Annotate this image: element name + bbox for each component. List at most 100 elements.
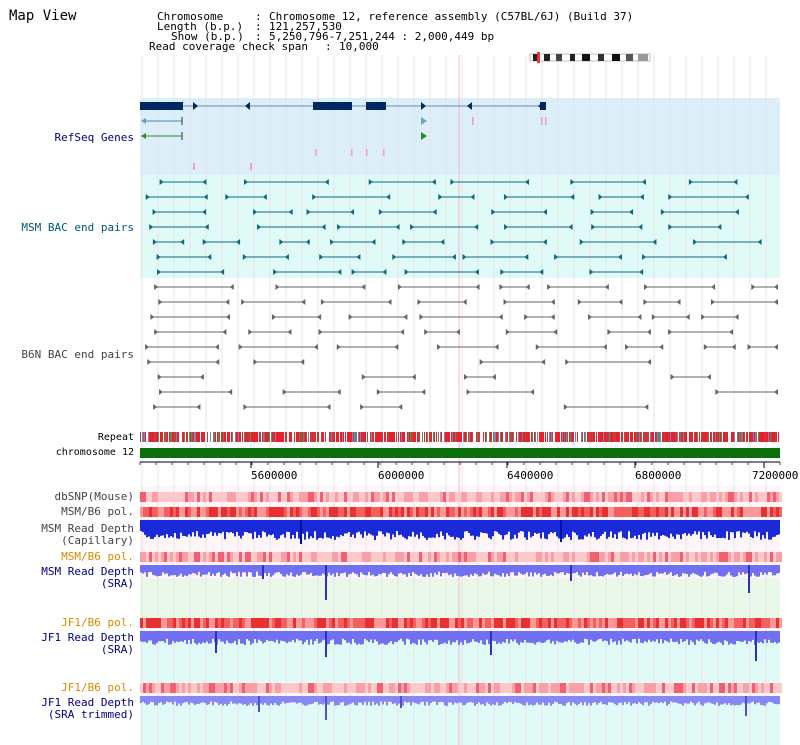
repeat-mark [483,432,484,442]
read-depth-bar [540,565,542,577]
polymorphism-cell [452,618,455,628]
track-label-chromosome[interactable]: chromosome 12 [55,447,134,458]
read-depth-bar [436,520,438,534]
polymorphism-cell [440,683,443,693]
read-depth-bar [664,696,666,702]
track-label-msm-b6-pol-1[interactable]: MSM/B6 pol. [61,505,134,518]
polymorphism-cell [779,507,782,517]
read-depth-bar [206,565,208,575]
read-depth-bar [418,520,420,539]
read-depth-bar [176,520,178,539]
read-depth-bar [348,520,350,533]
repeat-mark [313,432,314,442]
polymorphism-cell [380,507,383,517]
read-depth-bar [174,631,176,643]
read-depth-bar [232,565,234,574]
polymorphism-cell [593,683,596,693]
polymorphism-cell [179,507,182,517]
read-depth-bar [444,565,446,574]
track-label-msm-depth-capillary[interactable]: MSM Read Depth [41,522,134,535]
repeat-mark [516,432,517,442]
read-depth-bar [202,631,204,643]
track-label-msm-depth-sra[interactable]: MSM Read Depth [41,565,134,578]
repeat-mark [192,432,193,442]
track-label-jf1-depth-trimmed[interactable]: JF1 Read Depth [41,696,134,709]
read-depth-bar [162,520,164,536]
read-depth-bar [520,565,522,574]
track-label-msm-b6-pol-2[interactable]: MSM/B6 pol. [61,550,134,563]
track-label-jf1-depth-sra[interactable]: JF1 Read Depth [41,631,134,644]
read-depth-bar [170,696,172,703]
read-depth-bar [342,696,344,703]
polymorphism-cell [656,492,659,502]
polymorphism-cell [581,618,584,628]
read-depth-bar [256,520,258,539]
read-depth-bar [758,520,760,533]
msm-bac-pair-end [253,209,258,215]
polymorphism-cell [365,552,368,562]
repeat-mark [487,432,488,442]
polymorphism-cell [281,507,284,517]
read-depth-bar [504,520,506,536]
repeat-mark [655,432,656,442]
read-depth-bar [358,696,360,703]
read-depth-bar [286,631,288,644]
repeat-mark [300,432,301,442]
repeat-mark [520,432,521,442]
read-depth-bar [574,631,576,643]
repeat-mark [771,432,772,442]
read-depth-bar [222,565,224,575]
polymorphism-cell [764,507,767,517]
repeat-mark [392,432,393,442]
track-label-refseq-genes[interactable]: RefSeq Genes [54,131,134,144]
track-label-jf1-b6-pol-1[interactable]: JF1/B6 pol. [61,616,134,629]
polymorphism-cell [542,552,545,562]
repeat-mark [273,432,274,442]
polymorphism-cell [155,683,158,693]
read-depth-bar [206,631,208,642]
read-depth-bar [294,520,296,539]
track-label-dbsnp[interactable]: dbSNP(Mouse) [54,490,134,503]
read-depth-bar [548,520,550,535]
read-depth-bar [304,565,306,573]
chromosome-bar [140,448,780,458]
polymorphism-cell [155,618,158,628]
b6n-bac-pair-end [774,344,778,350]
repeat-mark [462,432,463,442]
polymorphism-cell [689,492,692,502]
repeat-mark [228,432,229,442]
polymorphism-cell [266,552,269,562]
read-depth-bar [558,520,560,539]
polymorphism-cell [428,552,431,562]
read-depth-bar [652,520,654,533]
read-depth-bar [358,520,360,532]
read-depth-spike [262,565,264,579]
read-depth-bar [322,631,324,641]
read-depth-bar [336,565,338,573]
read-depth-bar [776,520,778,536]
repeat-mark [746,432,747,442]
repeat-mark [643,432,644,442]
track-label-msm-bac-end-pairs[interactable]: MSM BAC end pairs [21,221,134,234]
track-label-repeat[interactable]: Repeat [97,432,134,443]
polymorphism-cell [419,507,422,517]
read-depth-bar [450,520,452,537]
read-depth-bar [236,696,238,705]
read-depth-bar [618,565,620,576]
polymorphism-cell [386,683,389,693]
track-label-b6n-bac-end-pairs[interactable]: B6N BAC end pairs [21,348,134,361]
read-depth-bar [424,520,426,538]
read-depth-bar [678,631,680,645]
read-depth-bar [232,631,234,643]
read-depth-bar [740,631,742,642]
read-depth-bar [448,696,450,703]
read-depth-bar [660,631,662,640]
repeat-mark [385,432,386,442]
repeat-mark [446,432,447,442]
track-label-jf1-b6-pol-2[interactable]: JF1/B6 pol. [61,681,134,694]
msm-bac-pair-end [319,254,324,260]
polymorphism-cell [722,507,725,517]
b6n-bac-pair-end [553,329,558,335]
read-depth-bar [386,565,388,577]
